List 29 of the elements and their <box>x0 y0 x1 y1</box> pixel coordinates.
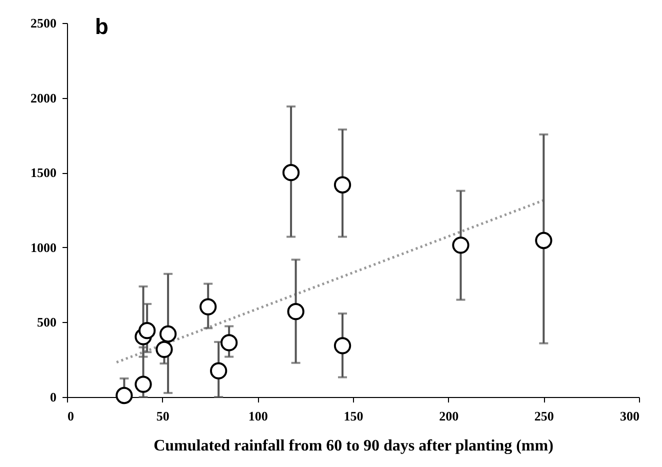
y-tick-label: 500 <box>37 314 56 330</box>
x-tick-label: 100 <box>248 408 268 424</box>
x-tick-label: 50 <box>156 408 170 424</box>
point <box>452 236 470 254</box>
x-tick-label: 0 <box>68 408 74 424</box>
x-tick-label: 200 <box>439 408 459 424</box>
y-tick-label: 2000 <box>30 90 56 106</box>
y-tick-label: 1500 <box>30 165 56 180</box>
point <box>220 334 238 352</box>
point <box>287 303 304 320</box>
point <box>282 164 300 182</box>
point <box>210 362 228 380</box>
chart-title: b <box>95 14 108 39</box>
x-tick-label: 150 <box>344 408 364 424</box>
point <box>334 337 352 354</box>
point <box>159 325 177 343</box>
point <box>535 232 552 250</box>
point <box>134 376 152 393</box>
point <box>116 386 133 404</box>
x-axis-title: Cumulated rainfall from 60 to 90 days after planting (mm) <box>154 438 554 454</box>
point <box>156 340 173 358</box>
y-tick-label: 1000 <box>30 240 56 255</box>
point <box>138 322 156 340</box>
y-tick-label: 0 <box>50 390 56 404</box>
y-tick-label: 2500 <box>30 16 56 30</box>
x-tick-label: 300 <box>620 408 640 424</box>
point <box>334 176 352 194</box>
point <box>200 298 217 316</box>
x-tick-label: 250 <box>534 408 554 424</box>
